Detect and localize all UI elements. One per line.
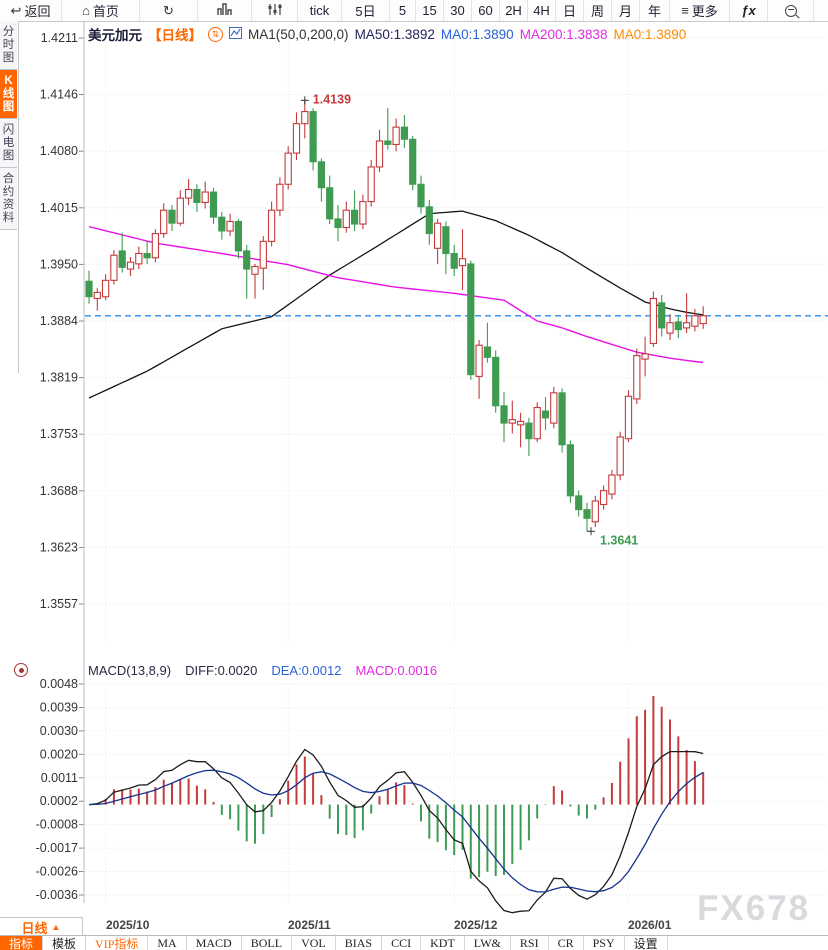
svg-text:0.0039: 0.0039 (40, 700, 78, 714)
fx-indicators-button[interactable]: ƒx (730, 0, 768, 21)
more-button[interactable]: ≡ 更多 (670, 0, 730, 21)
svg-text:1.3688: 1.3688 (40, 484, 78, 498)
tab-lwr[interactable]: LW& (465, 936, 511, 950)
macd-macd-value: MACD:0.0016 (355, 663, 438, 678)
svg-text:1.4211: 1.4211 (41, 31, 78, 45)
menu-icon: ≡ (681, 3, 689, 18)
x-axis-label-oct: 2025/10 (106, 918, 150, 932)
sidebar-item-kline-chart[interactable]: K线图 (0, 70, 17, 119)
macd-dea-value: DEA:0.0012 (271, 663, 342, 678)
svg-text:1.4139: 1.4139 (313, 92, 351, 106)
period-2h-button[interactable]: 2H (500, 0, 528, 21)
sidebar-item-contract-info[interactable]: 合约资料 (0, 168, 17, 230)
ma200-value: MA200:1.3838 (519, 26, 608, 42)
back-button[interactable]: ↩ 返回 (0, 0, 62, 21)
symbol-name: 美元加元 (88, 28, 142, 43)
top-toolbar: ↩ 返回 ⌂ 首页 ↻ tick 5日 5 15 30 60 2H 4H 日 周… (0, 0, 828, 22)
tab-rsi[interactable]: RSI (511, 936, 549, 950)
chart-type-sidebar: 分时图 K线图 闪电图 合约资料 (0, 21, 19, 373)
x-axis-label-dec: 2025/12 (454, 918, 498, 932)
x-axis-label-nov: 2025/11 (288, 918, 331, 932)
tab-boll[interactable]: BOLL (242, 936, 293, 950)
macd-settings-label: MACD(13,8,9) (88, 663, 172, 678)
svg-text:1.4146: 1.4146 (40, 88, 78, 102)
chart-style-button[interactable] (198, 0, 252, 21)
tab-bias[interactable]: BIAS (336, 936, 383, 950)
sidebar-item-lightning-chart[interactable]: 闪电图 (0, 119, 17, 168)
tab-cci[interactable]: CCI (382, 936, 422, 950)
period-tick-button[interactable]: tick (298, 0, 342, 21)
svg-text:-0.0017: -0.0017 (36, 841, 78, 855)
bar-chart-icon (217, 2, 232, 19)
period-5d-button[interactable]: 5日 (342, 0, 390, 21)
arrow-up-icon: ▲ (51, 922, 61, 932)
svg-text:-0.0026: -0.0026 (36, 865, 78, 879)
tab-psy[interactable]: PSY (584, 936, 625, 950)
svg-text:1.3819: 1.3819 (40, 371, 78, 385)
swap-icon[interactable]: ⇅ (208, 26, 223, 42)
indicator-target-icon[interactable] (14, 663, 28, 677)
mini-chart-icon (229, 26, 242, 42)
tab-vol[interactable]: VOL (292, 936, 336, 950)
svg-text:-0.0008: -0.0008 (36, 818, 78, 832)
home-button[interactable]: ⌂ 首页 (62, 0, 140, 21)
ma-settings-label: MA1(50,0,200,0) (248, 26, 349, 42)
period-5m-button[interactable]: 5 (390, 0, 416, 21)
fx-icon: ƒx (741, 3, 756, 18)
period-selector[interactable]: 日线 ▲ (0, 917, 83, 936)
tab-template[interactable]: 模板 (43, 936, 87, 950)
refresh-icon: ↻ (163, 2, 174, 18)
fx678-watermark: FX678 (697, 889, 811, 928)
svg-text:1.3623: 1.3623 (40, 540, 78, 554)
period-year-button[interactable]: 年 (640, 0, 670, 21)
indicator-tabbar: 指标 模板 VIP指标 MA MACD BOLL VOL BIAS CCI KD… (0, 935, 828, 950)
tab-settings[interactable]: 设置 (625, 936, 668, 950)
refresh-button[interactable]: ↻ (140, 0, 198, 21)
ma0-blue-value: MA0:1.3890 (440, 26, 514, 42)
macd-diff-value: DIFF:0.0020 (185, 663, 258, 678)
svg-text:0.0048: 0.0048 (40, 677, 78, 691)
svg-text:0.0030: 0.0030 (40, 724, 78, 738)
tab-ma[interactable]: MA (148, 936, 187, 950)
macd-header: MACD(13,8,9) DIFF:0.0020 DEA:0.0012 MACD… (88, 663, 437, 678)
svg-text:1.3557: 1.3557 (40, 597, 78, 611)
svg-text:0.0020: 0.0020 (40, 747, 78, 761)
period-day-button[interactable]: 日 (556, 0, 584, 21)
chart-header: 美元加元 【日线】 ⇅ MA1(50,0,200,0) MA50:1.3892 … (88, 24, 686, 44)
svg-text:1.3753: 1.3753 (40, 427, 78, 441)
ma50-value: MA50:1.3892 (354, 26, 435, 42)
tab-macd[interactable]: MACD (187, 936, 242, 950)
svg-text:1.3884: 1.3884 (40, 314, 78, 328)
svg-text:1.3950: 1.3950 (40, 257, 78, 271)
ma0-orange-value: MA0:1.3890 (613, 26, 687, 42)
indicator-settings-button[interactable] (252, 0, 298, 21)
tab-cr[interactable]: CR (549, 936, 584, 950)
period-4h-button[interactable]: 4H (528, 0, 556, 21)
period-60m-button[interactable]: 60 (472, 0, 500, 21)
home-icon: ⌂ (82, 3, 90, 18)
period-month-button[interactable]: 月 (612, 0, 640, 21)
period-30m-button[interactable]: 30 (444, 0, 472, 21)
svg-text:0.0002: 0.0002 (40, 794, 78, 808)
zoom-out-icon (784, 4, 800, 19)
zoom-out-button[interactable] (768, 0, 814, 21)
sidebar-item-time-chart[interactable]: 分时图 (0, 21, 17, 70)
back-icon: ↩ (10, 2, 22, 18)
sliders-icon (268, 3, 282, 19)
svg-text:1.4015: 1.4015 (40, 201, 78, 215)
x-axis-label-jan: 2026/01 (628, 918, 672, 932)
period-label: 【日线】 (148, 28, 202, 43)
tab-kdt[interactable]: KDT (421, 936, 465, 950)
svg-text:1.3641: 1.3641 (600, 533, 638, 547)
period-week-button[interactable]: 周 (584, 0, 612, 21)
tab-vip-indicator[interactable]: VIP指标 (86, 936, 149, 950)
tab-indicator[interactable]: 指标 (0, 936, 44, 950)
svg-text:0.0011: 0.0011 (41, 771, 78, 785)
svg-text:-0.0036: -0.0036 (36, 888, 78, 902)
svg-text:1.4080: 1.4080 (40, 144, 78, 158)
period-15m-button[interactable]: 15 (416, 0, 444, 21)
